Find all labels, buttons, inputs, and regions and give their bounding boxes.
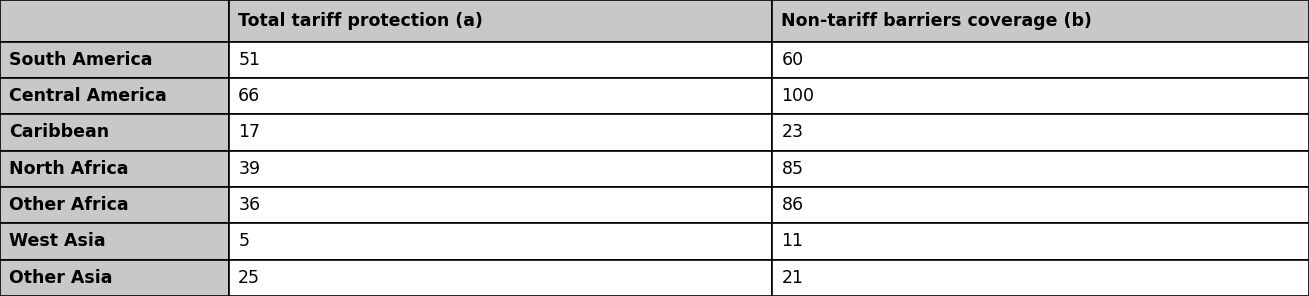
Text: 51: 51: [238, 51, 260, 69]
Text: 36: 36: [238, 196, 260, 214]
Text: Central America: Central America: [9, 87, 168, 105]
Text: 17: 17: [238, 123, 260, 141]
Bar: [229, 187, 772, 223]
Bar: [0, 78, 229, 114]
Text: 25: 25: [238, 269, 260, 287]
Bar: [0, 0, 229, 41]
Bar: [0, 151, 229, 187]
Bar: [229, 114, 772, 151]
Bar: [229, 0, 772, 41]
Bar: [772, 223, 1309, 260]
Text: 60: 60: [781, 51, 804, 69]
Text: Other Africa: Other Africa: [9, 196, 128, 214]
Text: 66: 66: [238, 87, 260, 105]
Text: 100: 100: [781, 87, 814, 105]
Bar: [772, 260, 1309, 296]
Bar: [772, 151, 1309, 187]
Bar: [772, 41, 1309, 78]
Bar: [772, 0, 1309, 41]
Text: Total tariff protection (a): Total tariff protection (a): [238, 12, 483, 30]
Bar: [229, 41, 772, 78]
Bar: [0, 223, 229, 260]
Bar: [0, 260, 229, 296]
Bar: [229, 151, 772, 187]
Text: Other Asia: Other Asia: [9, 269, 113, 287]
Text: 85: 85: [781, 160, 804, 178]
Text: 23: 23: [781, 123, 804, 141]
Text: 5: 5: [238, 232, 249, 250]
Text: South America: South America: [9, 51, 153, 69]
Bar: [772, 187, 1309, 223]
Text: 39: 39: [238, 160, 260, 178]
Text: 11: 11: [781, 232, 804, 250]
Text: Caribbean: Caribbean: [9, 123, 109, 141]
Bar: [229, 78, 772, 114]
Bar: [0, 114, 229, 151]
Bar: [772, 114, 1309, 151]
Bar: [229, 223, 772, 260]
Text: North Africa: North Africa: [9, 160, 128, 178]
Text: Non-tariff barriers coverage (b): Non-tariff barriers coverage (b): [781, 12, 1092, 30]
Bar: [0, 41, 229, 78]
Bar: [772, 78, 1309, 114]
Text: 21: 21: [781, 269, 804, 287]
Bar: [229, 260, 772, 296]
Bar: [0, 187, 229, 223]
Text: West Asia: West Asia: [9, 232, 106, 250]
Text: 86: 86: [781, 196, 804, 214]
